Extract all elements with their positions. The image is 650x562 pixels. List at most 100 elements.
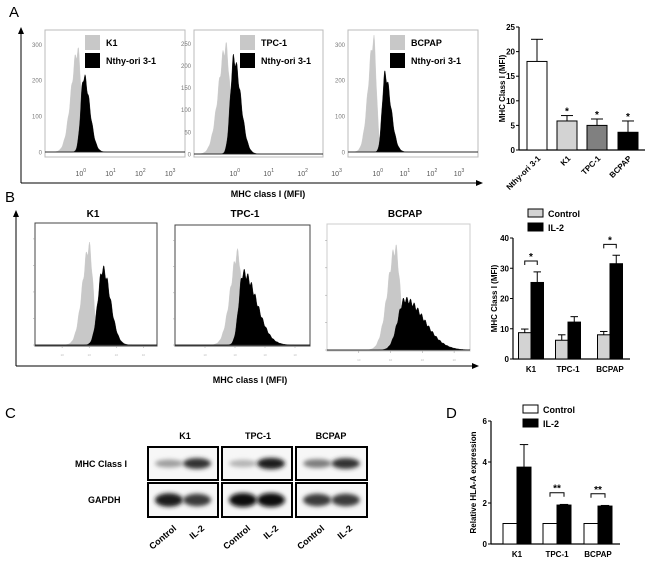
blot-panel-mhc-class-i-2 xyxy=(295,446,368,481)
x-tick-label: 100 xyxy=(75,168,86,178)
x-tick-label: 10 xyxy=(293,353,297,357)
significance-marker: * xyxy=(529,252,533,263)
legend-swatch xyxy=(85,53,100,68)
y-tick-label: 300 xyxy=(32,43,43,49)
y-tick-label: 40 xyxy=(500,234,509,243)
y-tick-label: 0 xyxy=(511,146,516,155)
significance-bracket xyxy=(590,493,606,498)
blot-band xyxy=(257,493,285,507)
y-tick-label: 5 xyxy=(511,121,516,130)
x-tick-label: 10 xyxy=(421,358,425,362)
x-tick-label: TPC-1 xyxy=(556,365,580,374)
blot-title-k1: K1 xyxy=(179,431,191,441)
y-tick-label: 200 xyxy=(335,79,346,85)
bar-bcpap-control xyxy=(583,523,599,545)
y-tick-label: 0 xyxy=(483,540,488,549)
x-tick-label: K1 xyxy=(526,365,537,374)
b-x-axis-title: MHC class I (MFI) xyxy=(212,375,288,385)
y-tick-label: 100 xyxy=(335,115,346,121)
x-tick-label: 10 xyxy=(203,353,207,357)
legend-label: TPC-1 xyxy=(261,38,287,48)
x-tick-label: 101 xyxy=(263,168,274,178)
legend-swatch xyxy=(522,404,539,414)
x-tick-label: TPC-1 xyxy=(545,550,569,559)
legend-swatch xyxy=(390,35,405,50)
x-tick-label: TPC-1 xyxy=(580,154,603,177)
x-tick-label: 101 xyxy=(105,168,116,178)
x-tick-label: 100 xyxy=(373,168,384,178)
x-tick-label: 102 xyxy=(135,168,146,178)
legend-swatch xyxy=(85,35,100,50)
y-axis-label: MHC Class I (MFI) xyxy=(498,54,507,122)
x-tick-label: 10 xyxy=(263,353,267,357)
significance-bracket xyxy=(524,260,538,266)
y-tick-label: 100 xyxy=(32,115,43,121)
legend-label: K1 xyxy=(106,38,118,48)
significance-marker: * xyxy=(565,107,569,118)
blot-row-label-gapdh: GAPDH xyxy=(88,495,121,505)
histogram-title: BCPAP xyxy=(388,209,423,220)
y-tick-label: 50 xyxy=(184,130,191,136)
panel-label-d: D xyxy=(446,405,457,422)
bar-k1-il2 xyxy=(516,466,532,545)
x-tick-label: K1 xyxy=(512,550,523,559)
y-tick-label: 15 xyxy=(506,72,515,81)
blot-band xyxy=(257,457,285,470)
significance-marker: ** xyxy=(594,485,602,496)
x-tick-label: 102 xyxy=(297,168,308,178)
y-tick-label: 0 xyxy=(505,355,510,364)
histogram-title: TPC-1 xyxy=(231,209,260,220)
legend-swatch xyxy=(240,53,255,68)
blot-band xyxy=(229,493,257,507)
bar-tpc-1-il2 xyxy=(556,504,572,545)
bar-tpc-1-control xyxy=(555,339,569,360)
bar-bcpap-il2 xyxy=(609,263,623,360)
y-tick-label: 4 xyxy=(483,458,488,467)
y-tick-label: 0 xyxy=(39,151,43,157)
y-tick-label: 200 xyxy=(32,79,43,85)
y-tick-label: 0 xyxy=(342,151,346,157)
y-tick-label: 100 xyxy=(181,108,192,114)
legend-label: Nthy-ori 3-1 xyxy=(411,56,461,66)
x-tick-label: 10 xyxy=(357,358,361,362)
legend-swatch xyxy=(240,35,255,50)
legend-label: Nthy-ori 3-1 xyxy=(261,56,311,66)
panel-label-b: B xyxy=(5,189,16,206)
y-tick-label: 25 xyxy=(506,23,515,32)
bar-tpc-1-il2 xyxy=(567,321,581,360)
legend-label: IL-2 xyxy=(543,419,559,429)
x-tick-label: 10 xyxy=(142,353,146,357)
blot-band xyxy=(303,459,332,468)
x-tick-label: 103 xyxy=(454,168,465,178)
bar-bcpap-il2 xyxy=(597,505,613,545)
blot-band xyxy=(331,458,360,469)
significance-marker: * xyxy=(608,235,612,246)
y-tick-label: 2 xyxy=(483,499,488,508)
legend-label: Control xyxy=(548,209,580,219)
bar-k1-control xyxy=(502,523,518,545)
blot-band xyxy=(229,459,257,468)
y-axis-label: Relative HLA-A expression xyxy=(469,431,478,533)
legend-label: Control xyxy=(543,405,575,415)
panel-label-c: C xyxy=(5,405,16,422)
x-tick-label: 10 xyxy=(115,353,119,357)
blot-band xyxy=(303,493,332,507)
y-tick-label: 200 xyxy=(181,64,192,70)
a-x-axis-title: MHC class I (MFI) xyxy=(230,189,306,199)
blot-band xyxy=(183,458,211,469)
x-tick-label: 101 xyxy=(400,168,411,178)
x-tick-label: 10 xyxy=(233,353,237,357)
x-tick-label: 10 xyxy=(60,353,64,357)
significance-bracket xyxy=(549,492,565,497)
bar-tpc-1 xyxy=(586,124,608,151)
y-tick-label: 30 xyxy=(500,264,509,273)
y-tick-label: 150 xyxy=(181,86,192,92)
significance-marker: * xyxy=(626,112,630,123)
x-tick-label: 100 xyxy=(229,168,240,178)
bar-k1-il2 xyxy=(530,281,544,360)
y-tick-label: 300 xyxy=(335,43,346,49)
legend-swatch xyxy=(527,208,544,218)
y-tick-label: 6 xyxy=(483,417,488,426)
x-tick-label: 103 xyxy=(331,168,342,178)
